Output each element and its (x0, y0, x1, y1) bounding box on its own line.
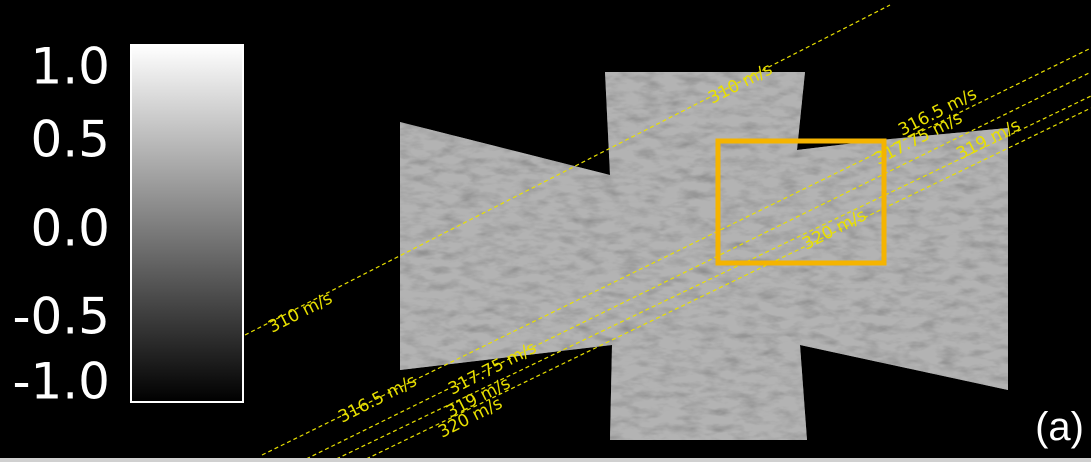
contour-line (244, 4, 891, 336)
colorbar-tick-label: 0.0 (30, 200, 110, 258)
colorbar-tick-label: -1.0 (12, 353, 110, 411)
colorbar-tick-label: 1.0 (30, 38, 110, 96)
panel-label: (a) (1035, 405, 1084, 449)
colorbar (130, 44, 244, 403)
contour-line (329, 95, 1091, 462)
contour-line (359, 107, 1091, 462)
colorbar-tick-label: 0.5 (30, 111, 110, 169)
highlight-box (715, 138, 887, 266)
bottom-border (0, 458, 1091, 462)
colorbar-tick-label: -0.5 (12, 288, 110, 346)
